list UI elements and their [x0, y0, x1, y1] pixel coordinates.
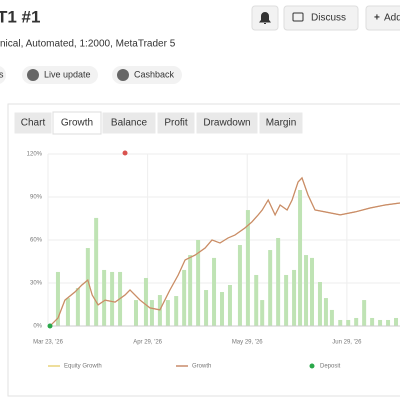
bar: [317, 281, 322, 326]
y-tick-label: 90%: [30, 195, 43, 201]
bar: [196, 240, 201, 326]
bar: [188, 255, 193, 326]
bar: [174, 296, 179, 326]
bar: [310, 257, 314, 326]
bar: [346, 319, 351, 326]
bar: [329, 309, 334, 326]
bar: [378, 319, 383, 326]
legend-label: Growth: [192, 364, 211, 370]
bar: [143, 277, 148, 326]
tab[interactable]: [52, 111, 102, 135]
title: T1 #1: [0, 7, 40, 26]
add-label: Add: [384, 13, 400, 24]
tab-label: Chart: [21, 118, 46, 129]
badge: [0, 66, 6, 84]
discuss-label: Discuss: [311, 13, 346, 24]
bar: [65, 298, 70, 326]
legend-label: Deposit: [320, 364, 341, 370]
tab-label: Drawdown: [203, 118, 250, 129]
bar: [85, 248, 90, 326]
bar: [386, 319, 391, 326]
bar: [298, 189, 303, 326]
bar: [304, 255, 309, 326]
tab-label: Balance: [111, 118, 148, 129]
tab[interactable]: [13, 111, 53, 135]
bar: [149, 300, 154, 326]
tab[interactable]: [195, 111, 259, 135]
bar: [284, 274, 289, 326]
badge-icon: [117, 69, 129, 81]
bar: [110, 271, 115, 326]
x-tick-label: Jun 29, '26: [332, 340, 362, 346]
badge-label: Cashback: [134, 69, 175, 79]
tab-label: Growth: [61, 118, 93, 129]
bar: [237, 245, 242, 326]
tab[interactable]: [258, 111, 304, 135]
bar: [338, 319, 343, 326]
bar: [157, 295, 162, 326]
marker: [122, 150, 128, 156]
y-tick-label: 0%: [33, 324, 42, 330]
bar: [227, 285, 232, 326]
bar: [362, 300, 367, 326]
tab-label: Margin: [266, 118, 297, 129]
badge-label: Live update: [44, 69, 91, 79]
bar: [55, 271, 60, 326]
bar: [182, 269, 187, 326]
badge: [22, 66, 98, 84]
bar: [75, 288, 80, 326]
x-tick-label: Apr 29, '26: [133, 340, 162, 346]
bar: [370, 317, 375, 326]
bar: [245, 210, 250, 326]
bar: [268, 250, 273, 326]
tab[interactable]: [101, 111, 157, 135]
bar: [102, 269, 107, 326]
legend-swatch: [309, 363, 315, 369]
bar: [276, 237, 281, 326]
discuss-icon: [292, 12, 304, 22]
line: [49, 176, 400, 327]
x-tick-label: Mar 23, '26: [33, 340, 63, 346]
chart-panel: [7, 103, 400, 397]
y-tick-label: 120%: [27, 152, 43, 158]
y-tick-label: 30%: [30, 281, 43, 287]
bar: [220, 292, 225, 326]
bell-icon: [259, 12, 271, 24]
y-tick-label: 60%: [30, 238, 43, 244]
badge: [112, 66, 182, 84]
bar: [260, 300, 265, 326]
tab-label: Profit: [164, 118, 188, 129]
x-tick-label: May 29, '26: [232, 340, 263, 346]
bar: [323, 298, 328, 326]
badge-label: s: [0, 69, 4, 79]
bar: [254, 274, 259, 326]
bar: [204, 290, 209, 326]
bar: [212, 257, 217, 326]
bar: [94, 217, 99, 326]
tab[interactable]: [156, 111, 196, 135]
bar: [394, 317, 399, 326]
bar: [292, 269, 297, 326]
legend-label: Equity Growth: [64, 364, 102, 370]
add-plus: +: [374, 13, 380, 24]
bar: [165, 300, 170, 326]
discuss-button[interactable]: [283, 5, 359, 31]
bar: [354, 317, 359, 326]
badge-icon: [27, 69, 39, 81]
subtitle: nical, Automated, 1:2000, MetaTrader 5: [0, 39, 176, 50]
bar: [134, 300, 138, 326]
marker: [47, 323, 53, 329]
add-button[interactable]: [365, 5, 400, 31]
